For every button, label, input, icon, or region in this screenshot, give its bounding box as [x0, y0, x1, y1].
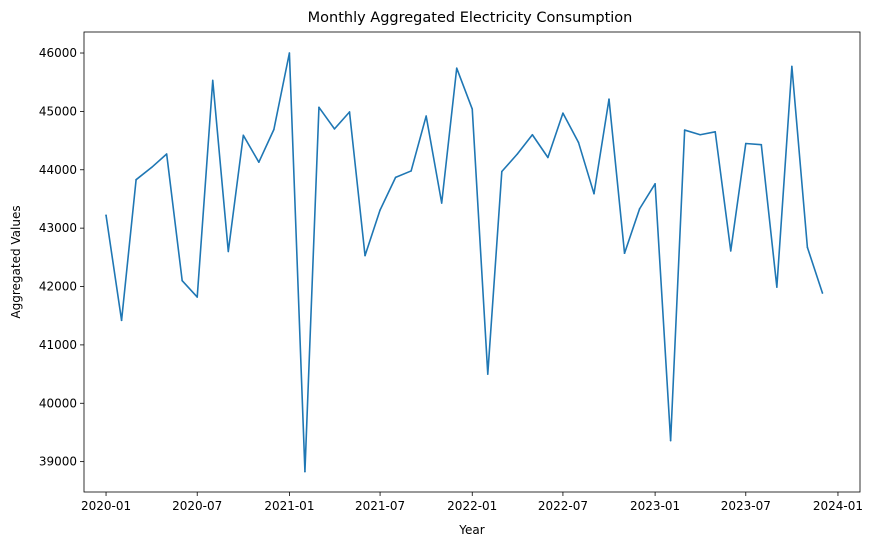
y-axis-label: Aggregated Values: [9, 205, 23, 318]
y-tick-label: 40000: [39, 396, 77, 410]
data-point: [165, 153, 168, 155]
data-point: [364, 254, 366, 257]
data-point: [714, 131, 717, 133]
data-point: [593, 192, 595, 195]
data-point: [486, 373, 489, 375]
data-point: [729, 250, 732, 252]
data-point: [304, 470, 306, 473]
data-point: [806, 246, 809, 249]
y-axis: 39000 40000 41000 42000 43000 44000 45000 46000: [39, 46, 84, 469]
data-point: [760, 143, 763, 146]
y-tick-label: 41000: [39, 338, 77, 352]
data-point: [683, 129, 686, 131]
data-point: [394, 176, 397, 179]
data-point: [776, 286, 778, 288]
data-point: [471, 108, 474, 110]
data-point: [242, 134, 245, 137]
y-tick-label: 44000: [39, 163, 77, 177]
data-point: [669, 439, 672, 442]
chart-title: Monthly Aggregated Electricity Consumpti…: [308, 10, 633, 26]
data-point: [333, 128, 336, 130]
x-tick-label: 2022-01: [447, 499, 497, 513]
data-point: [425, 115, 427, 117]
y-tick-label: 45000: [39, 104, 77, 118]
data-point: [623, 252, 626, 255]
series-line: [105, 52, 824, 473]
x-tick-label: 2020-07: [172, 499, 222, 513]
data-point: [379, 209, 381, 211]
data-point: [318, 106, 320, 109]
data-point: [791, 65, 793, 68]
data-point: [258, 161, 260, 163]
x-axis: 2020-01 2020-07 2021-01 2021-07 2022-01 2022-…: [81, 492, 863, 513]
data-point: [577, 141, 580, 144]
data-point: [654, 182, 656, 185]
data-point: [562, 112, 564, 114]
data-point: [273, 128, 275, 131]
data-point: [288, 52, 291, 54]
data-point: [196, 296, 199, 298]
data-point: [638, 208, 641, 210]
x-tick-label: 2021-01: [264, 499, 314, 513]
x-axis-label: Year: [458, 523, 484, 537]
x-tick-label: 2024-01: [813, 499, 863, 513]
x-tick-label: 2020-01: [81, 499, 131, 513]
data-point: [120, 319, 123, 322]
data-point: [227, 250, 230, 253]
x-tick-label: 2022-07: [538, 499, 588, 513]
data-point: [608, 98, 610, 100]
data-point: [135, 178, 137, 181]
data-point: [744, 142, 747, 145]
data-point: [105, 214, 107, 217]
data-point: [211, 79, 214, 82]
data-point: [440, 202, 443, 204]
y-tick-label: 42000: [39, 280, 77, 294]
data-point: [150, 166, 153, 169]
x-tick-label: 2023-01: [630, 499, 680, 513]
data-point: [531, 133, 534, 136]
data-point: [547, 156, 549, 159]
x-tick-label: 2023-07: [721, 499, 771, 513]
x-tick-label: 2021-07: [355, 499, 405, 513]
y-tick-label: 46000: [39, 46, 77, 60]
plot-frame: [83, 31, 861, 493]
data-point: [348, 111, 351, 113]
data-point: [181, 279, 183, 282]
y-tick-label: 43000: [39, 221, 77, 235]
plot-series: [105, 52, 824, 473]
data-point: [516, 153, 519, 155]
data-point: [821, 292, 824, 294]
y-tick-label: 39000: [39, 455, 77, 469]
data-point: [410, 170, 412, 172]
data-point: [455, 67, 458, 69]
data-point: [501, 170, 503, 173]
data-point: [699, 133, 701, 136]
